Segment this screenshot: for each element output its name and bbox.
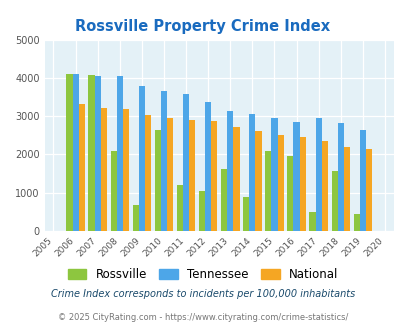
Bar (79, 104, 85, 231)
Bar (359, 130, 365, 231)
Bar (116, 76, 123, 231)
Bar (299, 137, 305, 231)
Bar (255, 131, 261, 231)
Bar (132, 205, 139, 231)
Bar (271, 118, 277, 231)
Bar (337, 123, 343, 231)
Bar (139, 86, 145, 231)
Bar (249, 114, 255, 231)
Bar (160, 91, 167, 231)
Bar (277, 135, 283, 231)
Bar (72, 74, 79, 231)
Legend: Rossville, Tennessee, National: Rossville, Tennessee, National (63, 263, 342, 286)
Bar (353, 214, 359, 231)
Bar (88, 75, 94, 231)
Text: Rossville Property Crime Index: Rossville Property Crime Index (75, 19, 330, 34)
Bar (343, 147, 349, 231)
Bar (211, 121, 217, 231)
Bar (183, 94, 189, 231)
Text: © 2025 CityRating.com - https://www.cityrating.com/crime-statistics/: © 2025 CityRating.com - https://www.city… (58, 313, 347, 322)
Bar (233, 127, 239, 231)
Bar (189, 119, 195, 231)
Bar (227, 111, 233, 231)
Bar (331, 171, 337, 231)
Bar (287, 156, 293, 231)
Bar (94, 76, 100, 231)
Bar (110, 150, 116, 231)
Bar (66, 74, 72, 231)
Bar (293, 121, 299, 231)
Bar (309, 212, 315, 231)
Bar (100, 108, 107, 231)
Text: Crime Index corresponds to incidents per 100,000 inhabitants: Crime Index corresponds to incidents per… (51, 289, 354, 299)
Bar (321, 141, 327, 231)
Bar (264, 150, 271, 231)
Bar (205, 102, 211, 231)
Bar (176, 185, 183, 231)
Bar (243, 197, 249, 231)
Bar (365, 149, 371, 231)
Bar (220, 169, 227, 231)
Bar (315, 118, 321, 231)
Bar (123, 109, 129, 231)
Bar (198, 191, 205, 231)
Bar (167, 118, 173, 231)
Bar (145, 115, 151, 231)
Bar (154, 130, 160, 231)
